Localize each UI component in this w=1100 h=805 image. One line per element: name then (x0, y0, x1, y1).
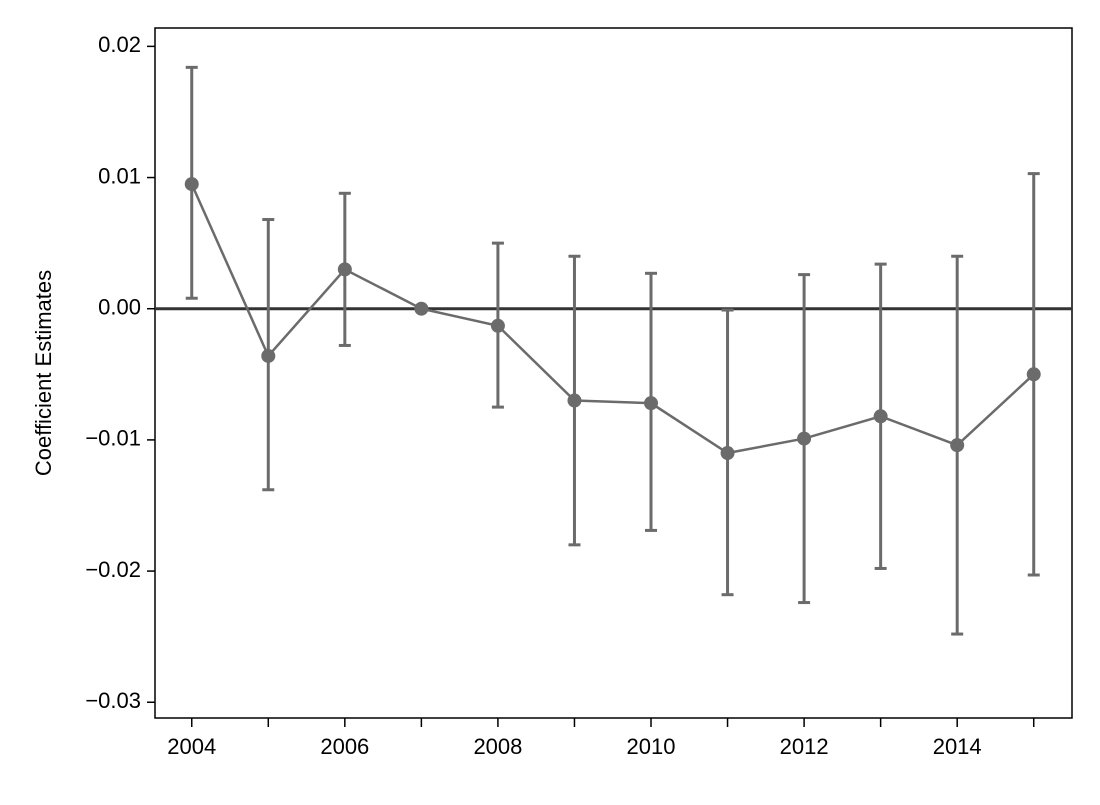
point (1026, 367, 1041, 382)
y-axis-label: Coefficient Estimates (31, 270, 56, 476)
plot-frame (154, 27, 1073, 719)
x-tick-label: 2008 (473, 734, 522, 759)
point (184, 177, 199, 192)
point (337, 262, 352, 277)
point (950, 438, 965, 453)
point (261, 348, 276, 363)
y-tick-label: −0.02 (85, 557, 141, 582)
x-tick-label: 2014 (933, 734, 982, 759)
point (720, 446, 735, 461)
y-tick-label: 0.02 (98, 32, 141, 57)
x-tick-label: 2012 (780, 734, 829, 759)
x-tick-label: 2004 (167, 734, 216, 759)
point (873, 409, 888, 424)
point (797, 431, 812, 446)
point (644, 396, 659, 411)
x-tick-label: 2010 (627, 734, 676, 759)
x-tick-label: 2006 (320, 734, 369, 759)
y-tick-label: 0.01 (98, 163, 141, 188)
point (414, 301, 429, 316)
series-line (190, 183, 1035, 455)
y-tick-label: −0.03 (85, 688, 141, 713)
y-tick-label: 0.00 (98, 295, 141, 320)
y-tick-label: −0.01 (85, 426, 141, 451)
point (567, 393, 582, 408)
point (490, 318, 505, 333)
